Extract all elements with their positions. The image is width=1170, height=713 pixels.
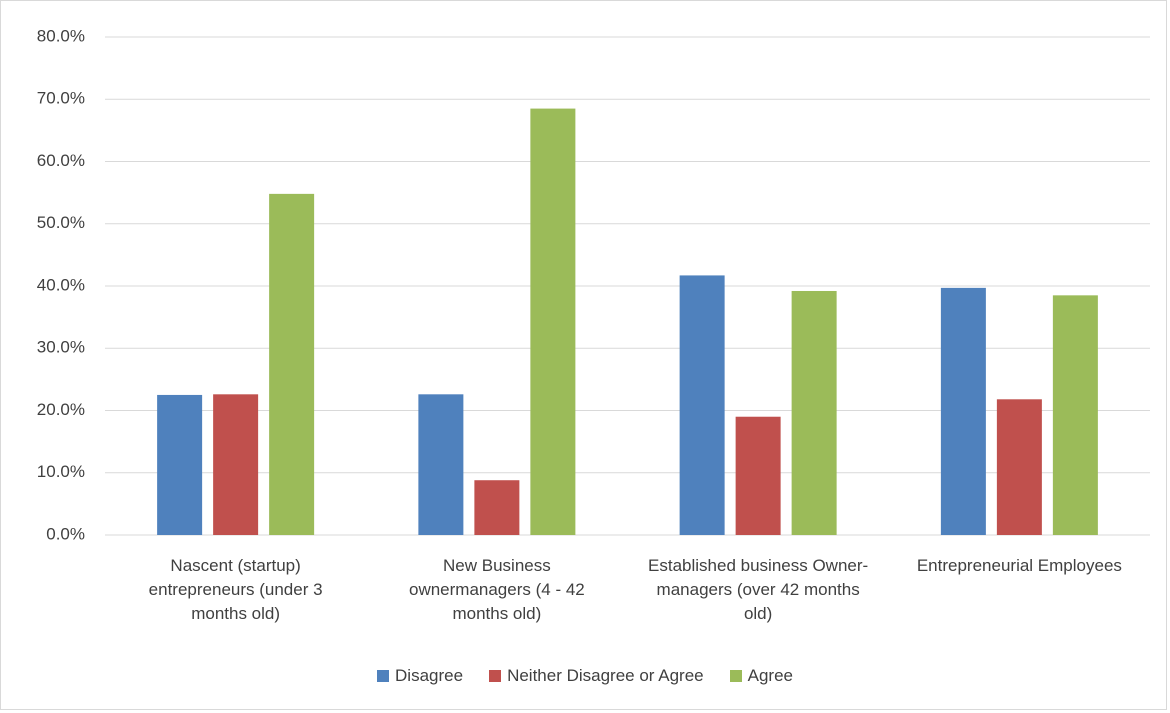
legend-item: Disagree — [377, 666, 463, 686]
legend: Disagree Neither Disagree or Agree Agree — [0, 666, 1170, 686]
y-tick-label: 60.0% — [37, 151, 85, 170]
y-tick-label: 80.0% — [37, 26, 85, 45]
x-tick-label: Nascent (startup) entrepreneurs (under 3… — [148, 556, 323, 623]
legend-label: Agree — [747, 666, 793, 685]
bar — [679, 275, 725, 535]
y-tick-label: 0.0% — [46, 524, 85, 543]
legend-item: Agree — [729, 666, 793, 686]
y-tick-label: 20.0% — [37, 400, 85, 419]
legend-swatch — [729, 670, 742, 682]
legend-label: Disagree — [395, 666, 464, 685]
y-tick-label: 10.0% — [37, 462, 85, 481]
bar — [735, 416, 781, 535]
legend-item: Neither Disagree or Agree — [489, 666, 704, 686]
bar — [1052, 295, 1098, 535]
y-tick-label: 30.0% — [37, 338, 85, 357]
bar — [213, 394, 259, 535]
x-tick-label: Established business Owner-managers (ove… — [648, 556, 869, 623]
legend-label: Neither Disagree or Agree — [507, 666, 704, 685]
legend-swatch — [377, 670, 390, 682]
legend-swatch — [489, 670, 502, 682]
bar — [418, 394, 464, 535]
bar — [940, 287, 986, 535]
x-tick-label: New Business ownermanagers (4 - 42 month… — [408, 556, 585, 623]
y-tick-label: 40.0% — [37, 275, 85, 294]
x-tick-label: Entrepreneurial Employees — [916, 556, 1122, 575]
bar — [157, 394, 203, 535]
bar — [996, 399, 1042, 535]
bar — [791, 290, 837, 535]
bar — [474, 480, 520, 535]
y-tick-label: 50.0% — [37, 213, 85, 232]
bar — [530, 108, 576, 536]
y-tick-label: 70.0% — [37, 89, 85, 108]
bar — [269, 193, 315, 535]
